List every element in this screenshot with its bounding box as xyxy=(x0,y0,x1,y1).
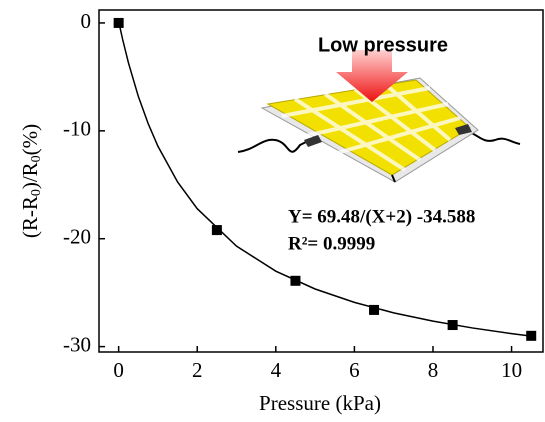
y-tick-label: -10 xyxy=(63,117,91,141)
y-title-part: )/R xyxy=(18,162,42,189)
x-tick-label: 0 xyxy=(113,358,124,382)
data-point xyxy=(526,331,536,341)
y-tick-label: -30 xyxy=(63,332,91,356)
y-title-part: (%) xyxy=(18,124,42,155)
inset-label: Low pressure xyxy=(318,34,448,56)
x-axis-title: Pressure (kPa) xyxy=(259,391,381,415)
fit-curve xyxy=(119,21,532,336)
fit-r-squared: R²= 0.9999 xyxy=(288,233,375,254)
plot-frame xyxy=(99,10,543,352)
inset-illustration: Low pressure xyxy=(238,34,520,182)
chart: Low pressure Y= 69.48/(X+2) -34.588 R²= … xyxy=(0,0,545,422)
y-title-part: (R-R xyxy=(18,196,42,238)
x-tick-label: 8 xyxy=(428,358,439,382)
data-point xyxy=(290,276,300,286)
x-tick-label: 4 xyxy=(271,358,282,382)
x-tick-label: 6 xyxy=(349,358,360,382)
data-point xyxy=(369,305,379,315)
x-tick-label: 10 xyxy=(501,358,522,382)
y-axis-title: (R-R0)/R0(%) xyxy=(18,124,44,238)
fit-equation: Y= 69.48/(X+2) -34.588 xyxy=(288,206,475,227)
x-tick-label: 2 xyxy=(192,358,203,382)
y-title-sub: 0 xyxy=(29,189,44,196)
data-point xyxy=(448,320,458,330)
data-point xyxy=(114,18,124,28)
y-title-sub: 0 xyxy=(29,155,44,162)
y-tick-label: 0 xyxy=(81,9,92,33)
y-tick-label: -20 xyxy=(63,225,91,249)
data-point xyxy=(212,225,222,235)
